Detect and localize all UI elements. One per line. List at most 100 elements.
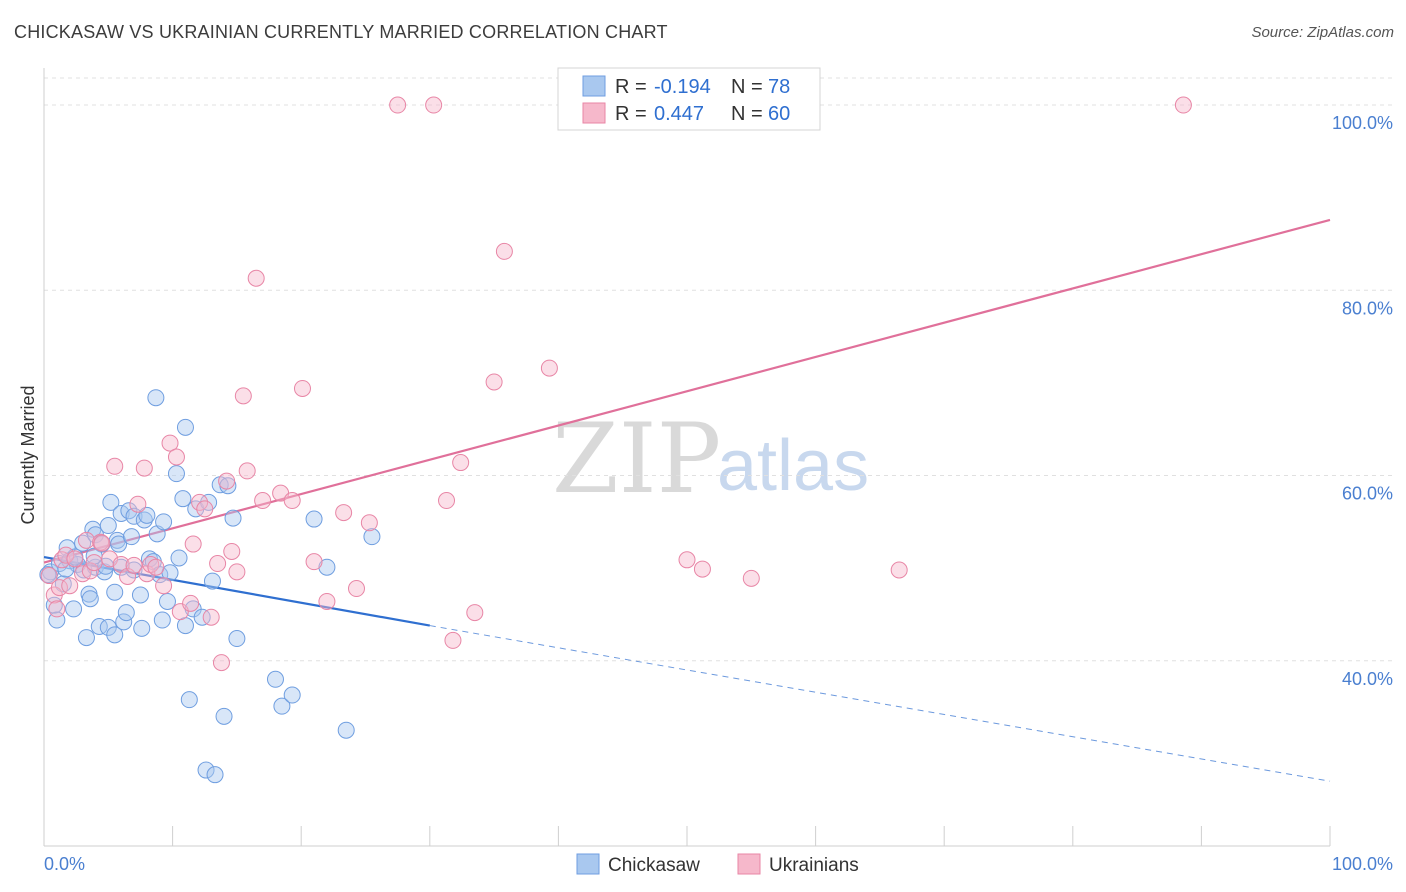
point-chickasaw-67: [273, 697, 291, 715]
point-chickasaw-13: [81, 590, 99, 608]
point-chickasaw-49: [167, 465, 185, 483]
y-tick-label-80: 80.0%: [1342, 298, 1393, 318]
trend-line-extension-chickasaw: [429, 625, 1331, 782]
point-ukrainians-22: [142, 555, 160, 573]
point-ukrainians-62: [890, 561, 908, 579]
point-ukrainians-60: [693, 560, 711, 578]
point-ukrainians-34: [212, 654, 230, 672]
point-ukrainians-41: [254, 492, 272, 510]
legend-n-label-2: N =: [731, 103, 763, 125]
point-chickasaw-17: [90, 617, 108, 635]
chart-title: CHICKASAW VS UKRAINIAN CURRENTLY MARRIED…: [14, 22, 668, 42]
bottom-legend-swatch-chickasaw: [576, 853, 600, 875]
point-ukrainians-55: [466, 604, 484, 622]
point-ukrainians-11: [85, 554, 103, 572]
point-ukrainians-61: [742, 569, 760, 587]
point-ukrainians-38: [234, 387, 252, 405]
point-ukrainians-48: [347, 580, 365, 598]
point-ukrainians-17: [119, 567, 137, 585]
point-ukrainians-44: [293, 379, 311, 397]
point-ukrainians-12: [92, 533, 110, 551]
legend-n-value-1: 78: [768, 76, 790, 98]
point-chickasaw-58: [197, 761, 215, 779]
point-chickasaw-47: [158, 592, 176, 610]
y-tick-label-40: 40.0%: [1342, 669, 1393, 689]
legend-n-value-2: 60: [768, 103, 790, 125]
point-chickasaw-71: [318, 558, 336, 576]
point-ukrainians-58: [540, 359, 558, 377]
legend: R = -0.194 N = 78 R = 0.447 N = 60: [557, 67, 821, 131]
point-ukrainians-18: [125, 556, 143, 574]
point-chickasaw-35: [125, 561, 143, 579]
watermark-atlas: atlas: [717, 426, 869, 506]
point-chickasaw-7: [65, 600, 83, 618]
point-ukrainians-46: [318, 592, 336, 610]
point-ukrainians-31: [196, 500, 214, 518]
point-chickasaw-65: [224, 509, 242, 527]
point-ukrainians-29: [184, 535, 202, 553]
point-chickasaw-51: [174, 490, 192, 508]
point-ukrainians-0: [40, 567, 58, 585]
point-ukrainians-53: [444, 631, 462, 649]
point-ukrainians-33: [209, 555, 227, 573]
point-chickasaw-33: [122, 528, 140, 546]
legend-swatch-ukrainians: [582, 102, 606, 124]
point-ukrainians-40: [247, 269, 265, 287]
point-ukrainians-9: [77, 531, 95, 549]
point-ukrainians-28: [182, 594, 200, 612]
point-ukrainians-10: [81, 562, 99, 580]
point-chickasaw-38: [135, 511, 153, 529]
point-ukrainians-25: [161, 434, 179, 452]
point-chickasaw-39: [138, 506, 156, 524]
legend-r-value-1: -0.194: [654, 76, 711, 98]
point-ukrainians-7: [66, 550, 84, 568]
point-chickasaw-46: [155, 513, 173, 531]
point-ukrainians-56: [485, 373, 503, 391]
point-chickasaw-72: [363, 528, 381, 546]
y-axis-label: Currently Married: [18, 385, 38, 524]
point-ukrainians-3: [50, 579, 68, 597]
legend-swatch-chickasaw: [582, 75, 606, 97]
legend-r-value-2: 0.447: [654, 103, 704, 125]
watermark-zip: ZIP: [552, 403, 721, 515]
data-points: [39, 96, 1192, 784]
point-chickasaw-61: [206, 766, 224, 784]
x-tick-label-left: 0.0%: [44, 854, 85, 874]
point-ukrainians-23: [147, 558, 165, 576]
point-chickasaw-27: [110, 535, 128, 553]
point-ukrainians-6: [61, 577, 79, 595]
point-chickasaw-68: [266, 670, 284, 688]
x-tick-marks: [43, 826, 1331, 846]
y-tick-label-60: 60.0%: [1342, 484, 1393, 504]
point-ukrainians-21: [138, 565, 156, 583]
point-ukrainians-2: [48, 600, 66, 618]
point-chickasaw-54: [180, 691, 198, 709]
legend-n-label-1: N =: [731, 76, 763, 98]
point-ukrainians-26: [167, 448, 185, 466]
point-ukrainians-49: [360, 514, 378, 532]
bottom-legend-ukrainians: Ukrainians: [769, 855, 859, 876]
point-ukrainians-13: [93, 534, 111, 552]
point-ukrainians-19: [129, 495, 147, 513]
x-tick-label-right: 100.0%: [1332, 854, 1393, 874]
trend-line-ukrainians: [43, 218, 1331, 564]
point-ukrainians-45: [305, 553, 323, 571]
point-chickasaw-77: [39, 566, 57, 584]
point-chickasaw-25: [106, 583, 124, 601]
point-chickasaw-73: [337, 721, 355, 739]
y-tick-label-100: 100.0%: [1332, 113, 1393, 133]
point-ukrainians-63: [1174, 96, 1192, 114]
trend-line-chickasaw: [43, 555, 430, 627]
point-ukrainians-43: [283, 492, 301, 510]
point-ukrainians-51: [425, 96, 443, 114]
point-ukrainians-20: [135, 459, 153, 477]
point-chickasaw-50: [170, 549, 188, 567]
point-ukrainians-50: [389, 96, 407, 114]
point-chickasaw-63: [215, 707, 233, 725]
chart-source: Source: ZipAtlas.com: [1251, 24, 1394, 41]
point-chickasaw-37: [133, 619, 151, 637]
point-ukrainians-32: [202, 608, 220, 626]
point-chickasaw-31: [117, 604, 135, 622]
point-ukrainians-37: [228, 563, 246, 581]
point-chickasaw-60: [203, 572, 221, 590]
